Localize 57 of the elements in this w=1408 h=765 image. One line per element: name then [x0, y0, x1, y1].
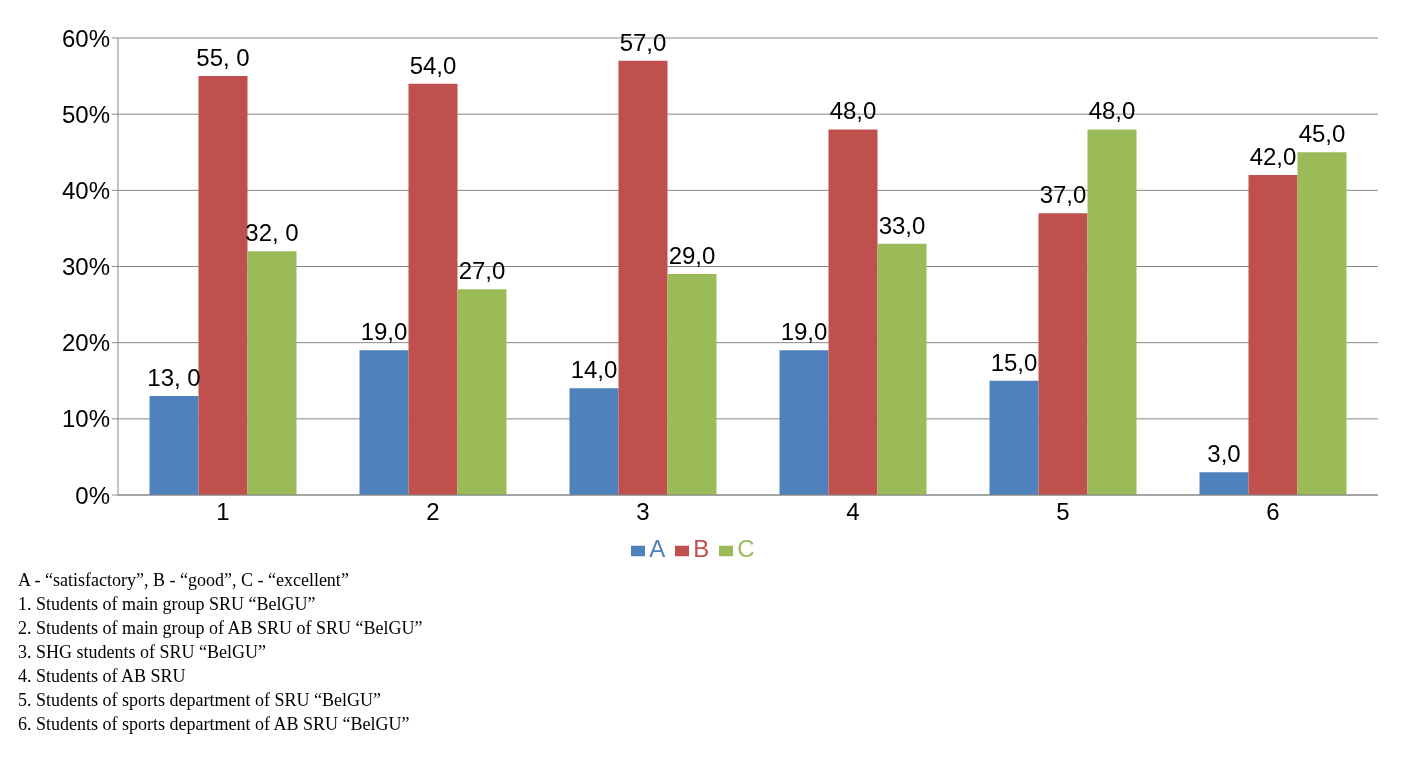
data-label: 48,0	[829, 97, 877, 125]
y-tick-label: 50%	[61, 100, 110, 128]
x-tick-label: 6	[1266, 498, 1280, 526]
data-label: 27,0	[458, 257, 506, 285]
data-label: 3,0	[1207, 440, 1241, 468]
data-label: 48,0	[1088, 97, 1136, 125]
bar	[569, 388, 619, 495]
y-tick-label: 30%	[61, 253, 110, 281]
data-label: 29,0	[668, 242, 716, 270]
y-tick-label: 10%	[61, 405, 110, 433]
y-tick-label: 40%	[61, 176, 110, 204]
y-tick-label: 20%	[61, 329, 110, 357]
data-label: 37,0	[1039, 181, 1087, 209]
bar	[359, 350, 409, 495]
data-label: 54,0	[409, 51, 457, 79]
bar	[618, 60, 668, 495]
data-label: 19,0	[780, 318, 828, 346]
data-label: 55, 0	[196, 44, 250, 72]
x-tick-label: 3	[636, 498, 650, 526]
text: 1. Students of main group SRU “BelGU”	[18, 593, 317, 616]
legend-label: A	[649, 535, 666, 562]
text: 5. Students of sports department of SRU “BelGU”	[18, 689, 382, 712]
data-label: 33,0	[878, 211, 926, 239]
bar	[667, 274, 717, 495]
bar	[247, 251, 297, 495]
bar	[457, 289, 507, 495]
bar	[198, 76, 248, 495]
y-tick-label: 0%	[75, 481, 110, 509]
x-tick-label: 1	[216, 498, 230, 526]
bar	[408, 83, 458, 495]
data-label: 19,0	[360, 318, 408, 346]
bar	[1297, 152, 1347, 495]
bar	[1199, 472, 1249, 495]
bar	[1248, 175, 1298, 495]
bar	[989, 380, 1039, 495]
text: 2. Students of main group of AB SRU of SRU “BelGU”	[18, 617, 424, 640]
text: 3. SHG students of SRU “BelGU”	[18, 641, 267, 664]
text: 6. Students of sports department of AB SRU “BelGU”	[18, 713, 411, 736]
data-label: 14,0	[570, 356, 618, 384]
bar	[1087, 129, 1137, 495]
y-tick-label: 60%	[61, 24, 110, 52]
data-label: 42,0	[1249, 143, 1297, 171]
bar	[877, 243, 927, 495]
bar	[828, 129, 878, 495]
bar	[149, 395, 199, 495]
legend-label: C	[737, 535, 755, 562]
x-tick-label: 2	[426, 498, 440, 526]
data-label: 45,0	[1298, 120, 1346, 148]
x-tick-label: 5	[1056, 498, 1070, 526]
bar	[1038, 213, 1088, 495]
text: A - “satisfactory”, B - “good”, C - “excellent”	[18, 569, 350, 592]
x-tick-label: 4	[846, 498, 860, 526]
text: 4. Students of AB SRU	[18, 665, 187, 688]
bar	[779, 350, 829, 495]
legend-label: B	[693, 535, 710, 562]
data-label: 15,0	[990, 348, 1038, 376]
data-label: 57,0	[619, 28, 667, 56]
